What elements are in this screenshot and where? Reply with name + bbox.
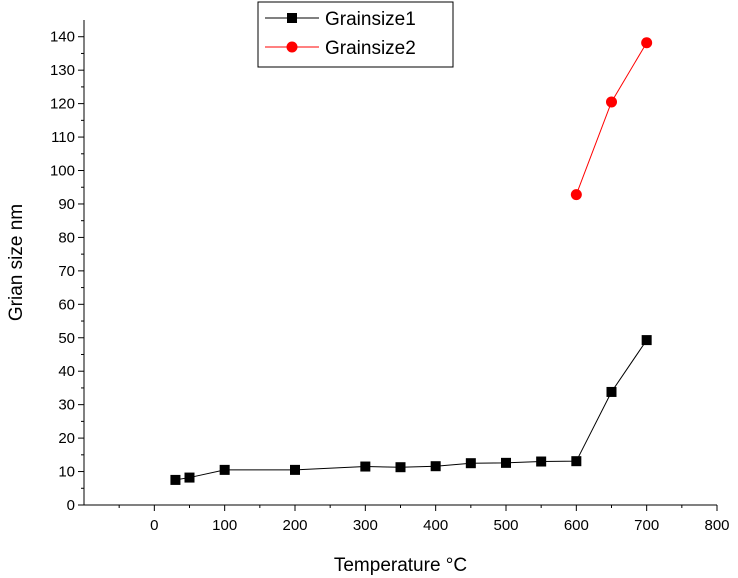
- legend-label: Grainsize2: [325, 38, 416, 59]
- data-point: [360, 462, 370, 472]
- y-tick-label: 90: [58, 196, 75, 213]
- data-point: [606, 96, 617, 107]
- data-point: [290, 465, 300, 475]
- data-point: [185, 473, 195, 483]
- y-tick-label: 130: [50, 62, 75, 79]
- y-tick-label: 10: [58, 464, 75, 481]
- data-point: [571, 189, 582, 200]
- y-tick-label: 0: [67, 497, 75, 514]
- y-tick-label: 80: [58, 229, 75, 246]
- x-tick-label: 200: [282, 517, 307, 534]
- y-tick-label: 100: [50, 163, 75, 180]
- data-point: [642, 335, 652, 345]
- x-tick-label: 700: [634, 517, 659, 534]
- y-tick-label: 50: [58, 330, 75, 347]
- series-2: [571, 37, 652, 200]
- data-point: [396, 462, 406, 472]
- y-tick-label: 110: [51, 129, 75, 146]
- series-line: [576, 43, 646, 195]
- x-axis-title: Temperature °C: [334, 555, 467, 576]
- x-tick-label: 300: [353, 517, 378, 534]
- data-point: [431, 461, 441, 471]
- x-tick-label: 800: [704, 517, 729, 534]
- legend: Grainsize1 Grainsize2: [258, 2, 453, 67]
- legend-label: Grainsize1: [325, 9, 416, 30]
- data-point: [501, 458, 511, 468]
- data-point: [466, 458, 476, 468]
- data-point: [641, 37, 652, 48]
- legend-marker: [287, 13, 297, 23]
- data-point: [170, 475, 180, 485]
- data-point: [536, 457, 546, 467]
- series-1: [170, 335, 651, 485]
- y-tick-label: 30: [58, 397, 75, 414]
- axes: 0 10 20 30 40 50 60 70 80 90 100 110 120 130 140 0 100 20…: [50, 20, 730, 534]
- x-tick-label: 500: [493, 517, 518, 534]
- x-tick-label: 100: [212, 517, 237, 534]
- y-tick-label: 40: [58, 363, 75, 380]
- y-tick-label: 60: [58, 296, 75, 313]
- data-point: [571, 456, 581, 466]
- y-tick-label: 70: [58, 263, 75, 280]
- data-point: [607, 387, 617, 397]
- y-tick-label: 120: [50, 96, 75, 113]
- y-tick-label: 20: [58, 430, 75, 447]
- legend-marker: [287, 42, 298, 53]
- y-axis-title: Grian size nm: [6, 204, 27, 321]
- data-point: [220, 465, 230, 475]
- y-tick-label: 140: [50, 29, 75, 46]
- x-tick-label: 400: [423, 517, 448, 534]
- x-tick-label: 0: [150, 517, 158, 534]
- series-layer: [170, 37, 652, 485]
- x-tick-label: 600: [564, 517, 589, 534]
